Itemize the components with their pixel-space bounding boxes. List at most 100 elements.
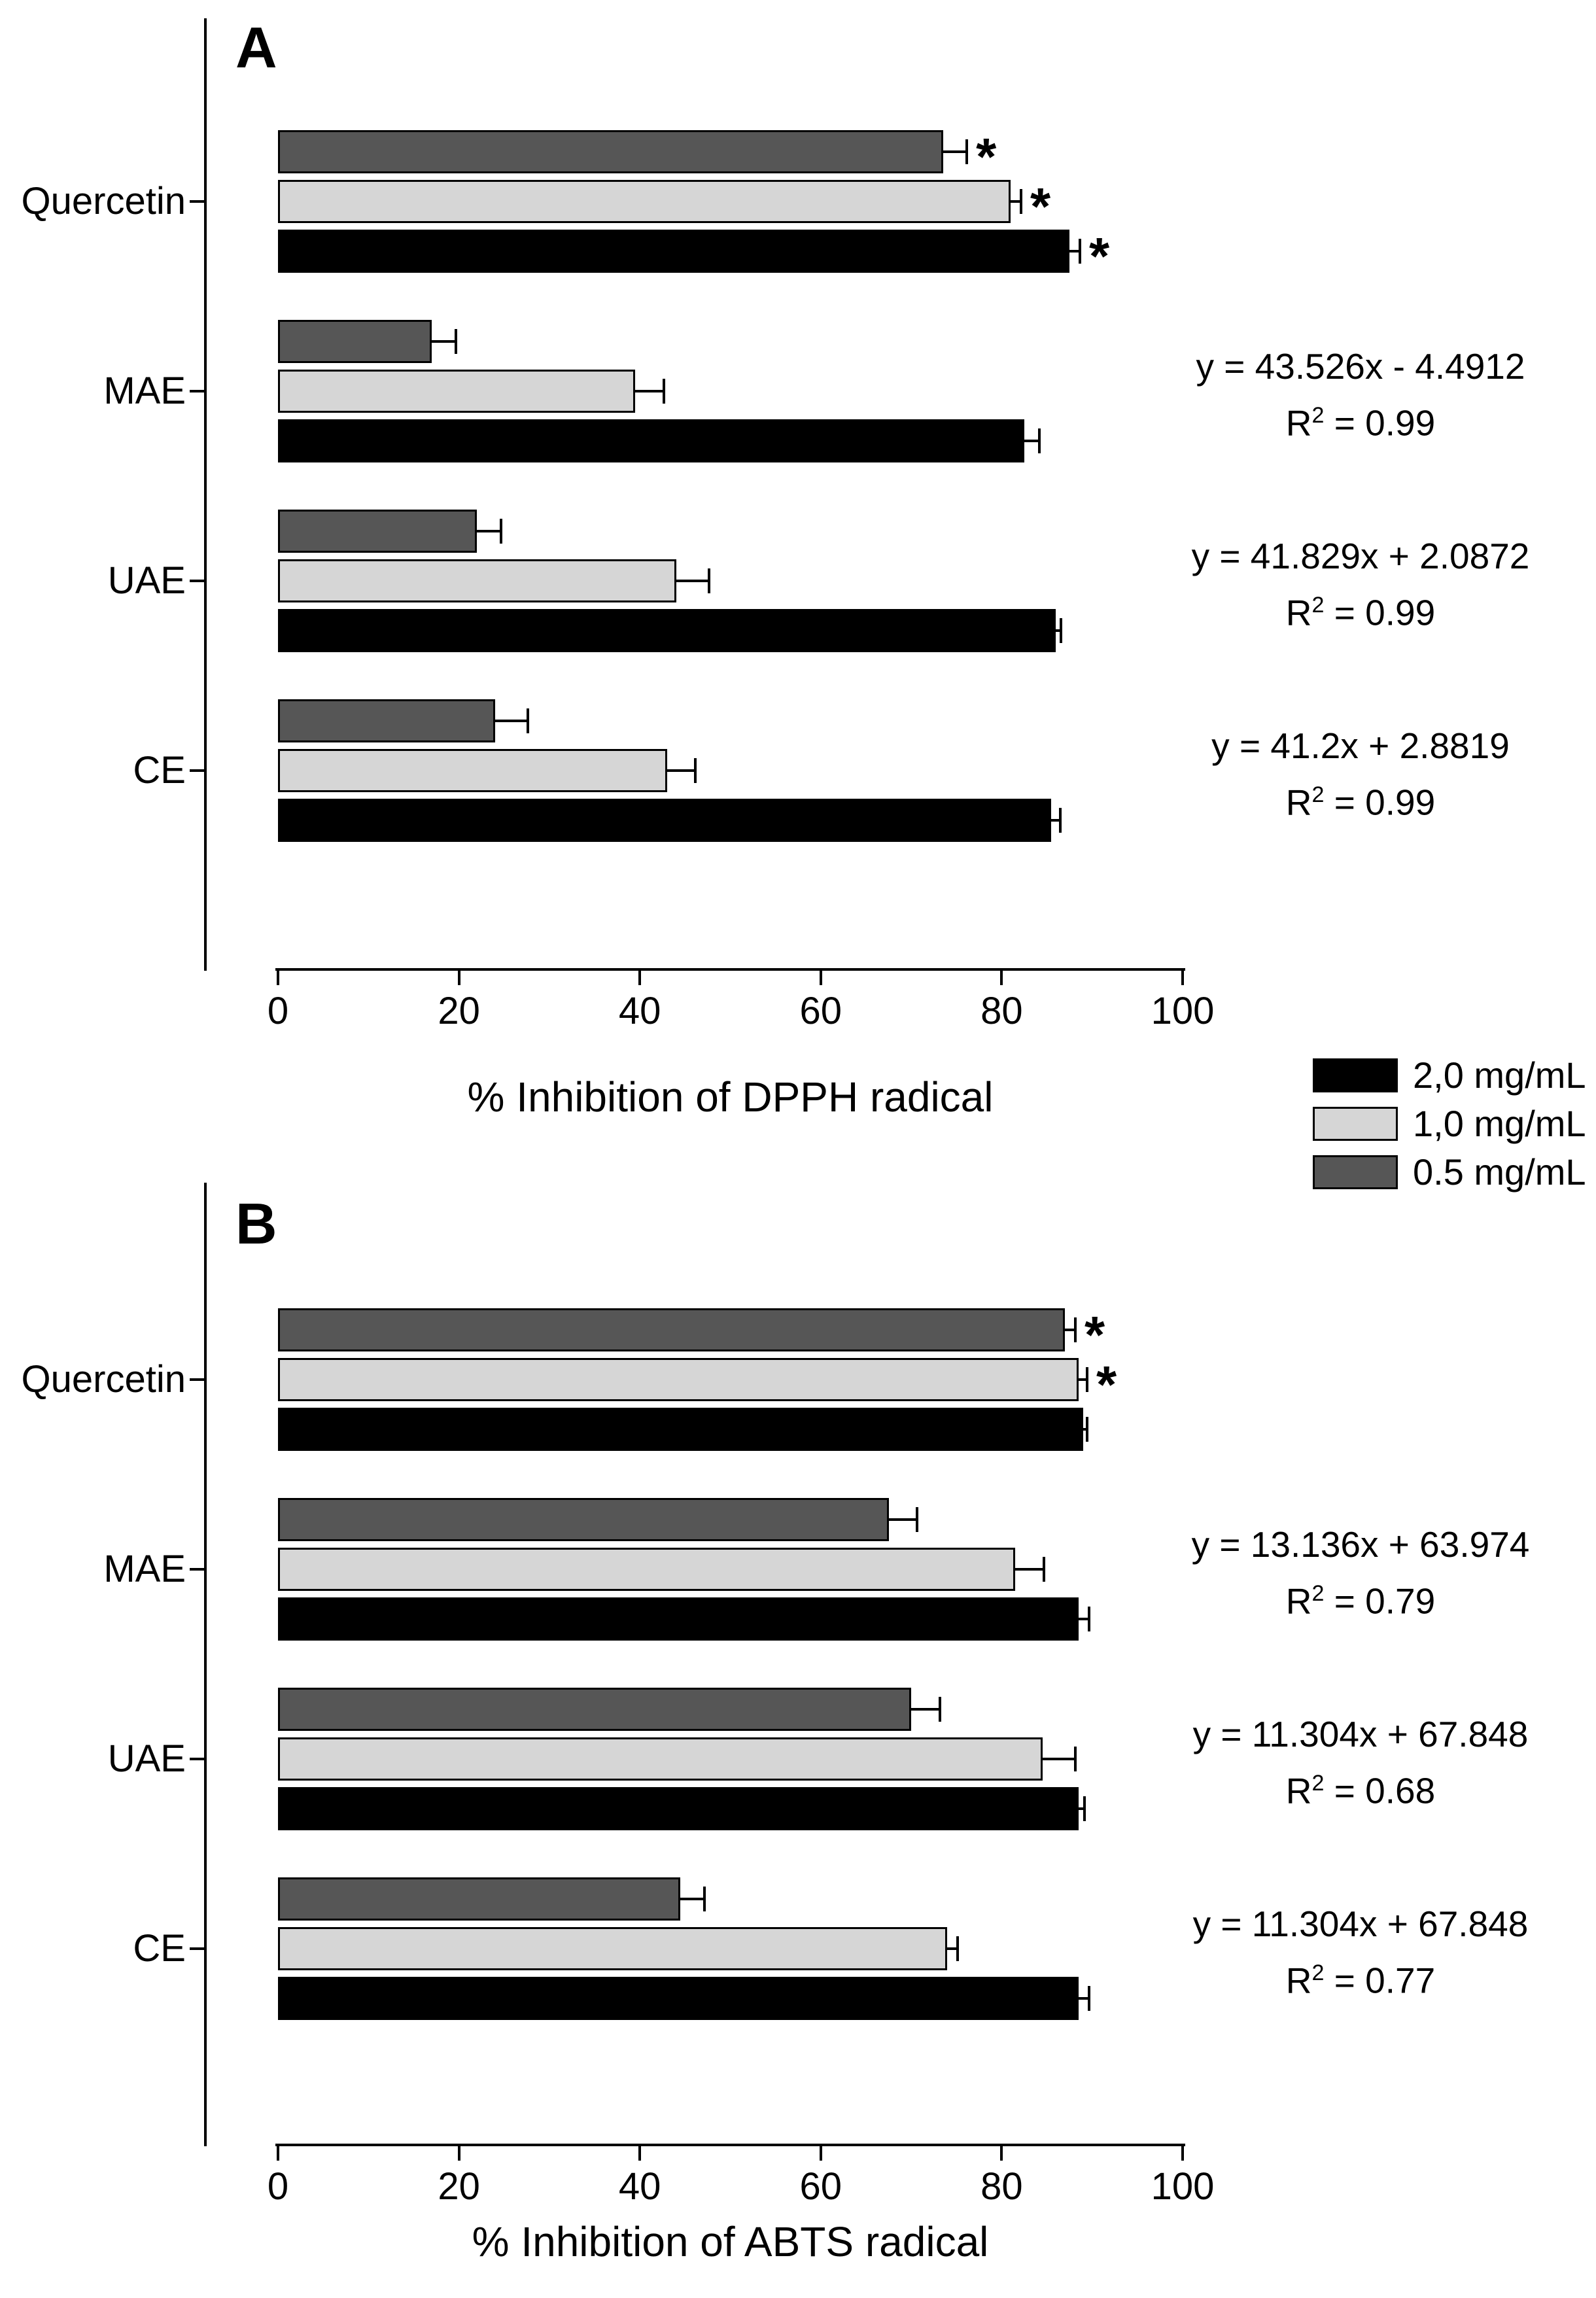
y-axis-tick bbox=[190, 1758, 204, 1760]
legend-label: 1,0 mg/mL bbox=[1413, 1103, 1586, 1144]
r-squared-exponent: 2 bbox=[1311, 1771, 1325, 1796]
error-bar-line bbox=[947, 1947, 957, 1950]
error-bar-cap bbox=[1086, 1367, 1089, 1392]
bar bbox=[278, 1688, 912, 1731]
y-axis-tick bbox=[190, 580, 204, 582]
bar bbox=[278, 180, 1011, 223]
category-label: Quercetin bbox=[21, 1358, 186, 1401]
category-label: MAE bbox=[103, 1548, 186, 1590]
error-bar-line bbox=[1065, 1329, 1075, 1331]
category-label: Quercetin bbox=[21, 180, 186, 222]
error-bar-cap bbox=[662, 379, 665, 404]
r-squared-exponent: 2 bbox=[1311, 593, 1325, 618]
regression-equation: y = 41.2x + 2.8819 R2 = 0.99 bbox=[1171, 722, 1550, 827]
error-bar-line bbox=[1051, 819, 1059, 822]
equation-line: y = 41.2x + 2.8819 bbox=[1211, 725, 1510, 766]
panel-a-letter: A bbox=[235, 15, 277, 80]
r-squared-line: R2 = 0.99 bbox=[1285, 782, 1436, 823]
x-axis-tick-label: 100 bbox=[1151, 990, 1215, 1032]
error-bar-line bbox=[667, 769, 695, 772]
x-axis-tick-label: 60 bbox=[799, 990, 842, 1032]
r-squared-line: R2 = 0.77 bbox=[1285, 1960, 1436, 2001]
bar bbox=[278, 1977, 1079, 2020]
error-bar-line bbox=[494, 720, 527, 722]
legend-swatch bbox=[1313, 1107, 1398, 1141]
x-axis-tick-label: 0 bbox=[267, 2165, 289, 2208]
r-squared-line: R2 = 0.68 bbox=[1285, 1770, 1436, 1811]
error-bar-line bbox=[1024, 440, 1038, 442]
x-axis-tick bbox=[819, 2146, 822, 2161]
significance-asterisk: * bbox=[1088, 227, 1110, 285]
error-bar-cap bbox=[965, 139, 969, 164]
error-bar-line bbox=[676, 580, 708, 582]
error-bar-line bbox=[680, 1898, 703, 1900]
bar bbox=[278, 510, 477, 553]
bar bbox=[278, 419, 1024, 462]
x-axis-tick bbox=[1000, 971, 1003, 985]
error-bar-line bbox=[1056, 629, 1060, 632]
error-bar-cap bbox=[694, 758, 697, 783]
error-bar-cap bbox=[956, 1936, 960, 1961]
legend-label: 0.5 mg/mL bbox=[1413, 1151, 1586, 1193]
error-bar-line bbox=[432, 340, 455, 343]
x-axis-tick bbox=[819, 971, 822, 985]
x-axis-tick-label: 20 bbox=[438, 990, 480, 1032]
category-label: UAE bbox=[107, 1737, 186, 1780]
r-squared-line: R2 = 0.99 bbox=[1285, 402, 1436, 444]
regression-equation: y = 11.304x + 67.848 R2 = 0.68 bbox=[1171, 1710, 1550, 1815]
significance-asterisk: * bbox=[1030, 177, 1051, 235]
bar bbox=[278, 799, 1052, 842]
bar bbox=[278, 559, 676, 602]
regression-equation: y = 41.829x + 2.0872 R2 = 0.99 bbox=[1171, 532, 1550, 637]
r-squared-exponent: 2 bbox=[1311, 782, 1325, 807]
r-squared-exponent: 2 bbox=[1311, 1581, 1325, 1606]
error-bar-line bbox=[1078, 1378, 1086, 1381]
x-axis-tick bbox=[1181, 971, 1184, 985]
equation-line: y = 11.304x + 67.848 bbox=[1192, 1904, 1529, 1944]
significance-asterisk: * bbox=[1096, 1355, 1117, 1414]
x-axis-tick-label: 40 bbox=[618, 2165, 661, 2208]
regression-equation: y = 11.304x + 67.848 R2 = 0.77 bbox=[1171, 1900, 1550, 2005]
x-axis-tick bbox=[638, 2146, 642, 2161]
x-axis-title-abts: % Inhibition of ABTS radical bbox=[472, 2218, 989, 2265]
equation-line: y = 41.829x + 2.0872 bbox=[1191, 536, 1530, 576]
r-squared-line: R2 = 0.99 bbox=[1285, 592, 1436, 633]
x-axis-tick bbox=[1181, 2146, 1184, 2161]
error-bar-line bbox=[1078, 1618, 1088, 1620]
error-bar-cap bbox=[1042, 1557, 1045, 1582]
y-axis-tick bbox=[190, 1947, 204, 1950]
y-axis-tick bbox=[190, 1378, 204, 1381]
bar bbox=[278, 1358, 1079, 1401]
r-squared-exponent: 2 bbox=[1311, 403, 1325, 428]
error-bar-line bbox=[1015, 1568, 1043, 1571]
error-bar-cap bbox=[916, 1507, 918, 1532]
x-axis-tick-label: 0 bbox=[267, 990, 289, 1032]
bar bbox=[278, 749, 667, 792]
bar bbox=[278, 1308, 1066, 1351]
bar bbox=[278, 1498, 889, 1541]
x-axis-tick-label: 20 bbox=[438, 2165, 480, 2208]
x-axis-tick-label: 100 bbox=[1151, 2165, 1215, 2208]
error-bar-cap bbox=[1074, 1317, 1077, 1342]
bar bbox=[278, 1737, 1043, 1781]
y-axis-line bbox=[204, 18, 207, 971]
error-bar-cap bbox=[499, 519, 502, 544]
error-bar-cap bbox=[1020, 189, 1023, 214]
bar bbox=[278, 609, 1056, 652]
x-axis-tick-label: 60 bbox=[799, 2165, 842, 2208]
error-bar-cap bbox=[1083, 1796, 1086, 1821]
x-axis-tick bbox=[457, 2146, 460, 2161]
bar bbox=[278, 130, 943, 173]
bar bbox=[278, 320, 432, 363]
category-label: CE bbox=[133, 749, 186, 792]
x-axis-tick bbox=[277, 971, 279, 985]
category-label: UAE bbox=[107, 559, 186, 602]
error-bar-cap bbox=[527, 708, 530, 733]
y-axis-tick bbox=[190, 390, 204, 392]
significance-asterisk: * bbox=[976, 128, 997, 186]
bar bbox=[278, 230, 1070, 273]
category-label: CE bbox=[133, 1927, 186, 1970]
x-axis-title-dpph: % Inhibition of DPPH radical bbox=[467, 1073, 994, 1121]
